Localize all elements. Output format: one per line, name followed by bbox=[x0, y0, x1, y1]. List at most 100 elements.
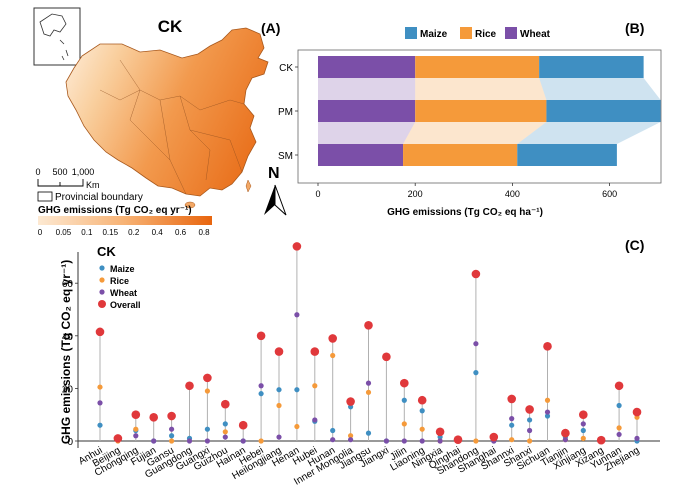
y-tick-label: 40 bbox=[62, 332, 74, 343]
point-maize bbox=[330, 427, 336, 434]
legend-label-rice: Rice bbox=[475, 29, 497, 40]
connector-band-wheat bbox=[318, 78, 416, 100]
legend-marker-wheat bbox=[99, 289, 105, 295]
point-wheat bbox=[401, 438, 407, 444]
point-wheat bbox=[294, 312, 300, 318]
panel-b: (B) Maize Rice Wheat CK PM SM 0 200 400 600 GHG … bbox=[278, 20, 662, 218]
y-tick-label: PM bbox=[278, 107, 293, 118]
legend-marker-maize bbox=[99, 265, 105, 271]
point-rice bbox=[419, 426, 425, 432]
bar-pm-wheat bbox=[318, 100, 416, 122]
point-overall bbox=[453, 435, 463, 444]
point-wheat bbox=[580, 421, 586, 427]
point-maize bbox=[616, 402, 622, 409]
panel-c-x-tick-labels: AnhuiBeijingChongqingFujianGansuGuangdon… bbox=[77, 445, 642, 488]
bar-pm-maize bbox=[546, 100, 661, 122]
point-wheat bbox=[240, 438, 246, 444]
hainan-island bbox=[184, 201, 196, 209]
point-overall bbox=[382, 352, 391, 362]
point-overall bbox=[221, 399, 230, 409]
point-overall bbox=[435, 427, 445, 437]
point-rice bbox=[133, 426, 139, 432]
point-maize bbox=[419, 408, 425, 414]
point-wheat bbox=[419, 438, 425, 444]
point-rice bbox=[97, 384, 103, 390]
point-maize bbox=[276, 387, 282, 393]
panel-c: (C) CK Maize Rice Wheat Overall GHG emissio… bbox=[59, 237, 660, 488]
north-arrow: N bbox=[264, 165, 287, 216]
map-legend-tick: 0.6 bbox=[175, 228, 187, 237]
legend-swatch-rice bbox=[460, 27, 472, 39]
point-maize bbox=[169, 433, 175, 439]
map-legend-tick: 0 bbox=[38, 228, 43, 237]
scale-tick-1000: 1,000 bbox=[72, 167, 95, 177]
point-rice bbox=[312, 383, 318, 389]
panel-b-xlabel: GHG emissions (Tg CO₂ eq ha⁻¹) bbox=[387, 207, 543, 218]
point-rice bbox=[222, 429, 228, 435]
panel-c-label: (C) bbox=[625, 237, 644, 253]
point-overall bbox=[596, 435, 606, 445]
legend-label-maize: Maize bbox=[420, 29, 448, 40]
point-rice bbox=[580, 435, 586, 441]
point-maize bbox=[527, 417, 533, 423]
panel-a-label: (A) bbox=[261, 20, 280, 36]
point-overall bbox=[579, 410, 588, 420]
x-tick-label: 400 bbox=[505, 189, 520, 199]
scale-tick-0: 0 bbox=[35, 167, 40, 177]
map-legend-tick: 0.4 bbox=[152, 228, 164, 237]
point-maize bbox=[544, 413, 551, 419]
map-legend-tick: 0.1 bbox=[81, 228, 93, 237]
legend-marker-rice bbox=[99, 277, 105, 283]
point-overall bbox=[328, 334, 338, 343]
panel-c-title: CK bbox=[97, 244, 116, 259]
point-maize bbox=[258, 391, 264, 397]
y-tick-label: 60 bbox=[62, 279, 74, 290]
point-rice bbox=[258, 438, 264, 444]
bar-sm-maize bbox=[517, 144, 617, 166]
connector-band-rice bbox=[415, 78, 547, 100]
point-overall bbox=[525, 405, 534, 414]
point-wheat bbox=[169, 426, 175, 432]
point-wheat bbox=[634, 435, 640, 441]
point-wheat bbox=[133, 433, 139, 439]
connector-band-wheat bbox=[318, 122, 416, 144]
legend-label-overall: Overall bbox=[110, 300, 141, 310]
x-tick-label: 600 bbox=[602, 189, 617, 199]
point-overall bbox=[614, 381, 624, 391]
y-tick-label: CK bbox=[279, 63, 293, 74]
panel-a-title: CK bbox=[158, 17, 183, 36]
point-maize bbox=[473, 370, 479, 376]
point-overall bbox=[561, 428, 570, 438]
bar-ck-wheat bbox=[318, 56, 416, 78]
y-tick-label: 0 bbox=[67, 437, 73, 448]
point-overall bbox=[292, 242, 302, 251]
point-wheat bbox=[544, 409, 551, 415]
point-wheat bbox=[473, 341, 479, 347]
point-maize bbox=[365, 430, 372, 436]
map-legend-tick: 0.8 bbox=[198, 228, 210, 237]
point-maize bbox=[97, 422, 103, 428]
legend-label-rice: Rice bbox=[110, 276, 129, 286]
point-wheat bbox=[383, 438, 389, 444]
point-maize bbox=[294, 387, 300, 393]
panel-c-stems bbox=[99, 246, 638, 441]
point-rice bbox=[365, 389, 372, 395]
inset-map-frame bbox=[33, 7, 81, 66]
point-rice bbox=[509, 437, 515, 443]
point-overall bbox=[95, 327, 105, 337]
point-wheat bbox=[204, 438, 210, 444]
point-maize bbox=[580, 427, 586, 434]
legend-swatch-maize bbox=[405, 27, 417, 39]
legend-label-maize: Maize bbox=[110, 264, 135, 274]
legend-label-wheat: Wheat bbox=[110, 288, 137, 298]
map-legend-tick: 0.05 bbox=[56, 228, 72, 237]
y-tick-label: SM bbox=[278, 151, 293, 162]
point-rice bbox=[544, 397, 551, 403]
bar-pm-rice bbox=[415, 100, 547, 122]
point-wheat bbox=[97, 400, 103, 406]
point-overall bbox=[471, 269, 481, 279]
y-tick-label: 20 bbox=[62, 384, 74, 395]
point-wheat bbox=[276, 434, 282, 440]
point-overall bbox=[256, 331, 266, 341]
point-maize bbox=[509, 422, 515, 428]
